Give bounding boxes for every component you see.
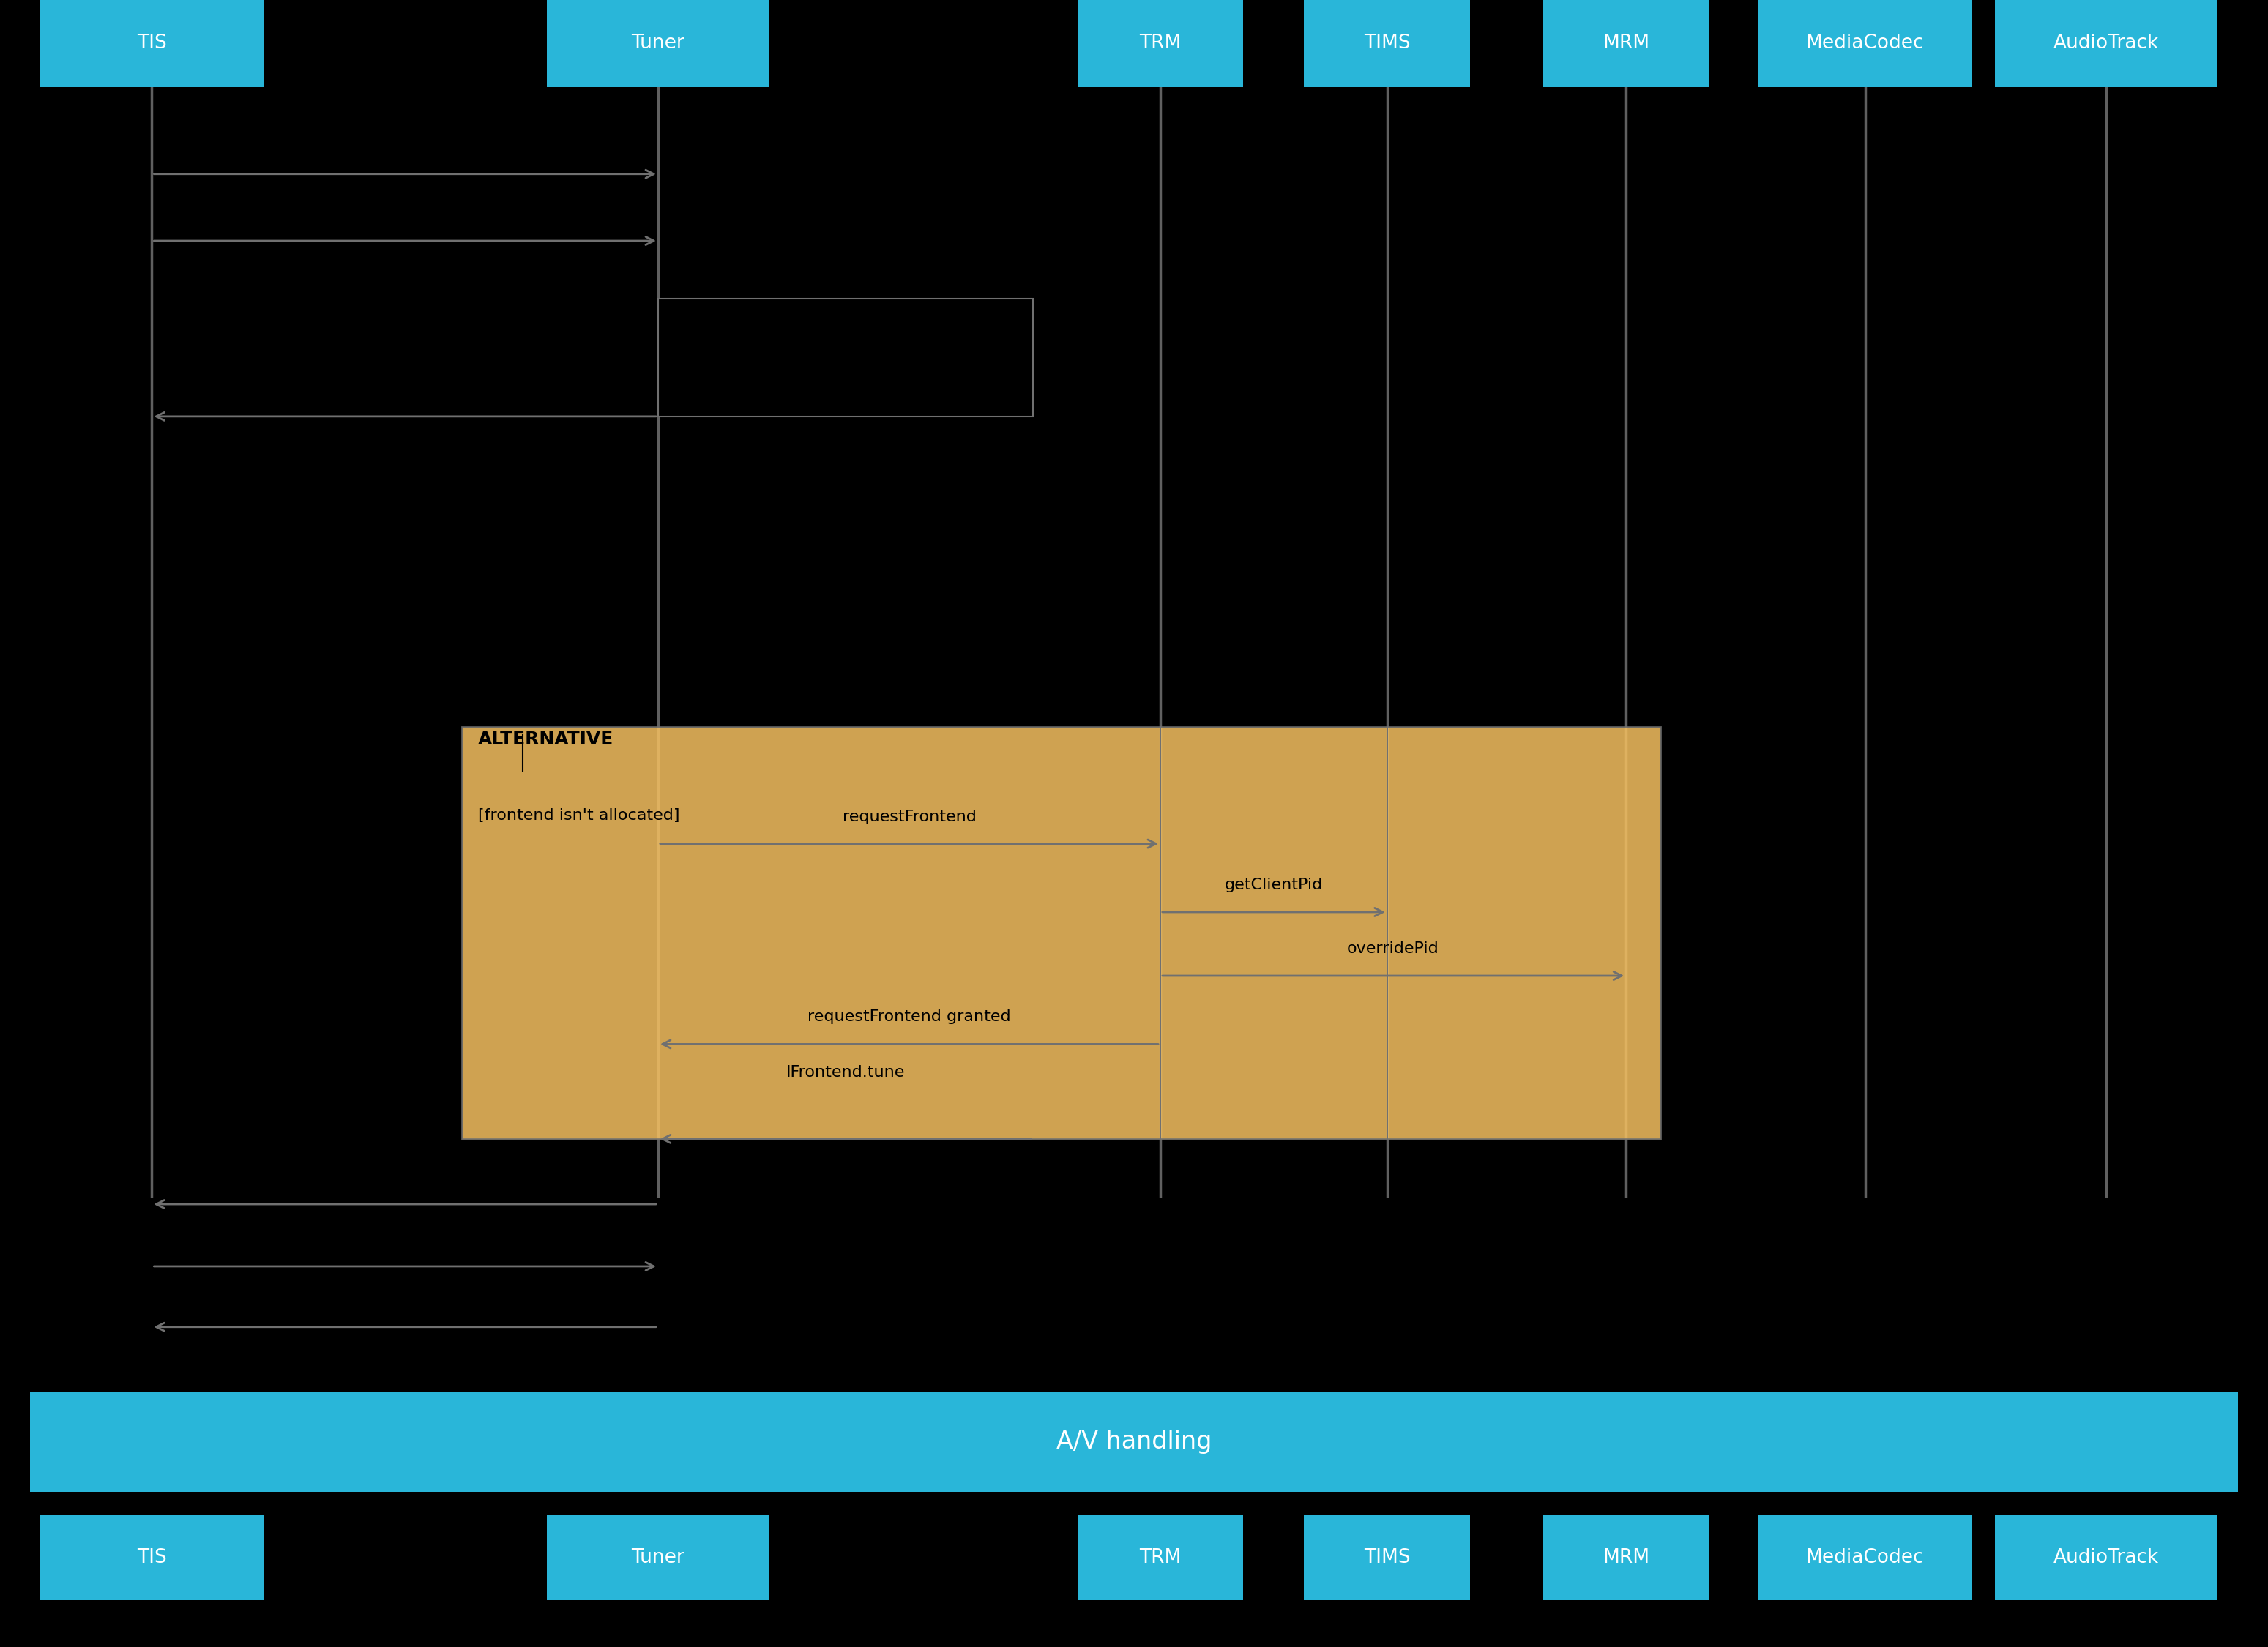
Text: Tuner: Tuner (631, 35, 685, 53)
Text: A/V handling: A/V handling (1057, 1430, 1211, 1454)
Bar (1994, 1515, 2218, 1601)
Text: [frontend isn't allocated]: [frontend isn't allocated] (479, 809, 680, 822)
Text: Tuner: Tuner (631, 1548, 685, 1568)
Text: ALTERNATIVE: ALTERNATIVE (479, 730, 615, 748)
Text: TIS: TIS (136, 1548, 168, 1568)
Bar (1542, 0, 1710, 87)
Text: MRM: MRM (1603, 1548, 1649, 1568)
Text: MRM: MRM (1603, 35, 1649, 53)
Text: overridePid: overridePid (1347, 942, 1440, 955)
Bar (547, 1515, 769, 1601)
Bar (1758, 0, 1971, 87)
Bar (1077, 1515, 1243, 1601)
Bar (463, 728, 1660, 1140)
Text: requestFrontend: requestFrontend (841, 809, 975, 824)
Text: IFrontend.tune: IFrontend.tune (787, 1066, 905, 1080)
Bar (1077, 0, 1243, 87)
Text: getClientPid: getClientPid (1225, 878, 1322, 893)
Bar (1304, 1515, 1470, 1601)
Text: MediaCodec: MediaCodec (1805, 35, 1923, 53)
Bar (41, 1515, 263, 1601)
Text: MediaCodec: MediaCodec (1805, 1548, 1923, 1568)
Bar (41, 0, 263, 87)
Bar (1758, 1515, 1971, 1601)
Text: TIMS: TIMS (1363, 35, 1411, 53)
Bar (29, 1392, 2239, 1492)
Text: TIS: TIS (136, 35, 168, 53)
Bar (658, 1097, 1032, 1140)
Bar (658, 298, 1032, 417)
Text: AudioTrack: AudioTrack (2053, 1548, 2159, 1568)
Bar (1542, 1515, 1710, 1601)
Bar (1304, 0, 1470, 87)
Text: AudioTrack: AudioTrack (2053, 35, 2159, 53)
Bar (547, 0, 769, 87)
Text: TRM: TRM (1139, 1548, 1182, 1568)
Text: requestFrontend granted: requestFrontend granted (807, 1010, 1012, 1024)
Bar (1994, 0, 2218, 87)
Text: TRM: TRM (1139, 35, 1182, 53)
Text: TIMS: TIMS (1363, 1548, 1411, 1568)
